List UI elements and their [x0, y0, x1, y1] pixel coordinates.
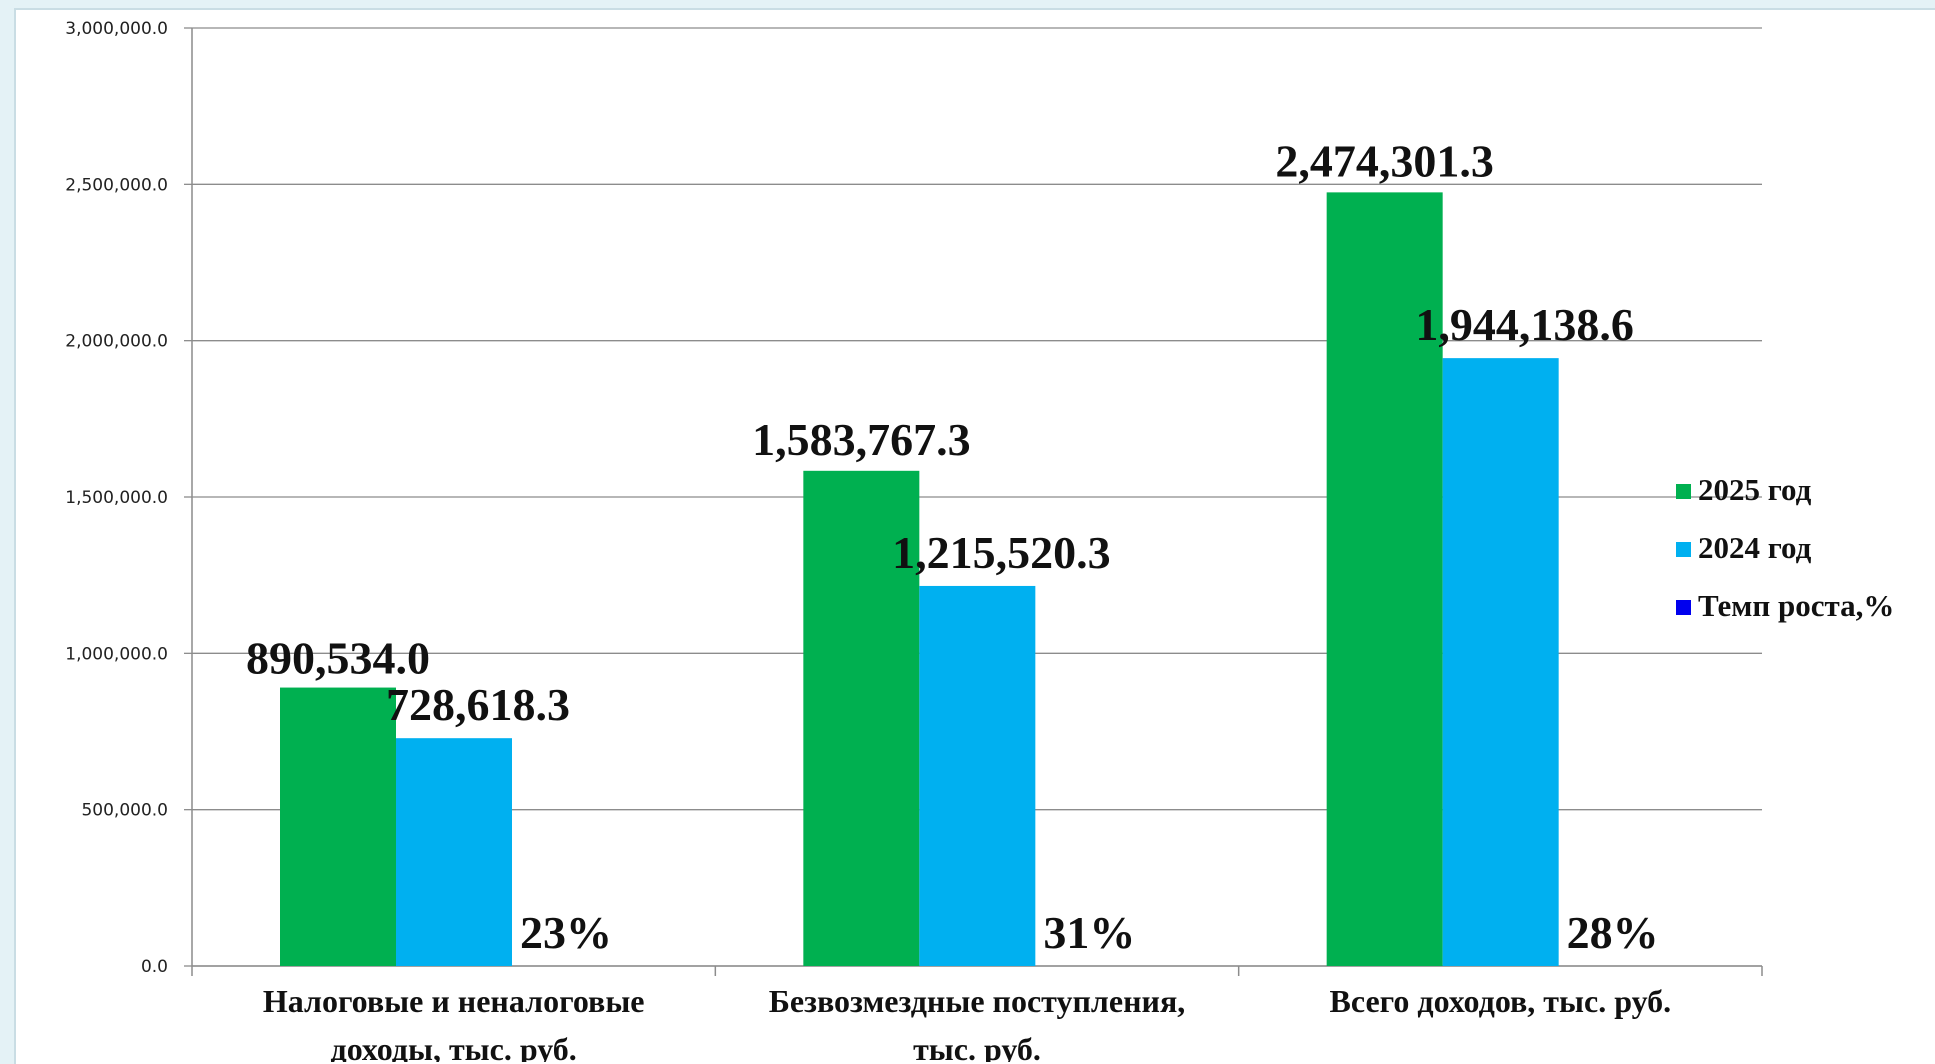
bar-2025-год: [1326, 192, 1443, 966]
y-tick-label: 1,000,000.0: [65, 644, 168, 664]
legend-entry: 2025 год: [1698, 472, 1812, 507]
legend-entry: 2024 год: [1698, 530, 1812, 565]
y-tick-label: 2,000,000.0: [65, 332, 168, 352]
data-label: 890,534.0: [246, 633, 430, 684]
data-label: 28%: [1567, 907, 1659, 958]
chart-frame: 0.0 500,000.0 1,000,000.0 1,500,000.0 2,000,…: [14, 8, 1935, 1064]
category-label: Безвозмездные поступления,: [769, 983, 1186, 1019]
legend-swatch: [1676, 484, 1691, 499]
bar-2025-год: [803, 470, 920, 966]
category-label: Всего доходов, тыс. руб.: [1330, 983, 1672, 1019]
bar-chart: 0.0 500,000.0 1,000,000.0 1,500,000.0 2,000,…: [65, 19, 1894, 1062]
data-label: 728,618.3: [386, 679, 570, 730]
bar-2024-год: [396, 738, 512, 966]
y-tick-label: 0.0: [141, 957, 168, 977]
data-label: 1,215,520.3: [892, 527, 1111, 578]
data-label: 1,944,138.6: [1415, 299, 1634, 350]
bar-2024-год: [919, 585, 1036, 966]
y-tick-label: 3,000,000.0: [65, 19, 168, 39]
legend: 2025 год 2024 год Темп роста,%: [1676, 472, 1894, 623]
legend-swatch: [1676, 542, 1691, 557]
category-label: Налоговые и неналоговые: [263, 983, 645, 1019]
y-tick-label: 2,500,000.0: [65, 175, 168, 195]
data-label: 31%: [1043, 907, 1135, 958]
legend-entry: Темп роста,%: [1698, 588, 1894, 623]
data-label: 1,583,767.3: [752, 414, 971, 465]
bar-2024-год: [1442, 358, 1559, 966]
data-labels: 890,534.0 1,583,767.3 2,474,301.3 728,618.3…: [246, 135, 1659, 958]
axes: 0.0 500,000.0 1,000,000.0 1,500,000.0 2,000,…: [65, 19, 1763, 1062]
y-tick-label: 500,000.0: [81, 801, 168, 821]
bars: [280, 192, 1559, 966]
data-label: 2,474,301.3: [1275, 135, 1494, 186]
bar-2025-год: [280, 687, 396, 966]
y-tick-label: 1,500,000.0: [65, 488, 168, 508]
legend-swatch: [1676, 600, 1691, 615]
data-label: 23%: [520, 907, 612, 958]
category-label: тыс. руб.: [913, 1031, 1041, 1062]
category-label: доходы, тыс. руб.: [331, 1031, 577, 1062]
